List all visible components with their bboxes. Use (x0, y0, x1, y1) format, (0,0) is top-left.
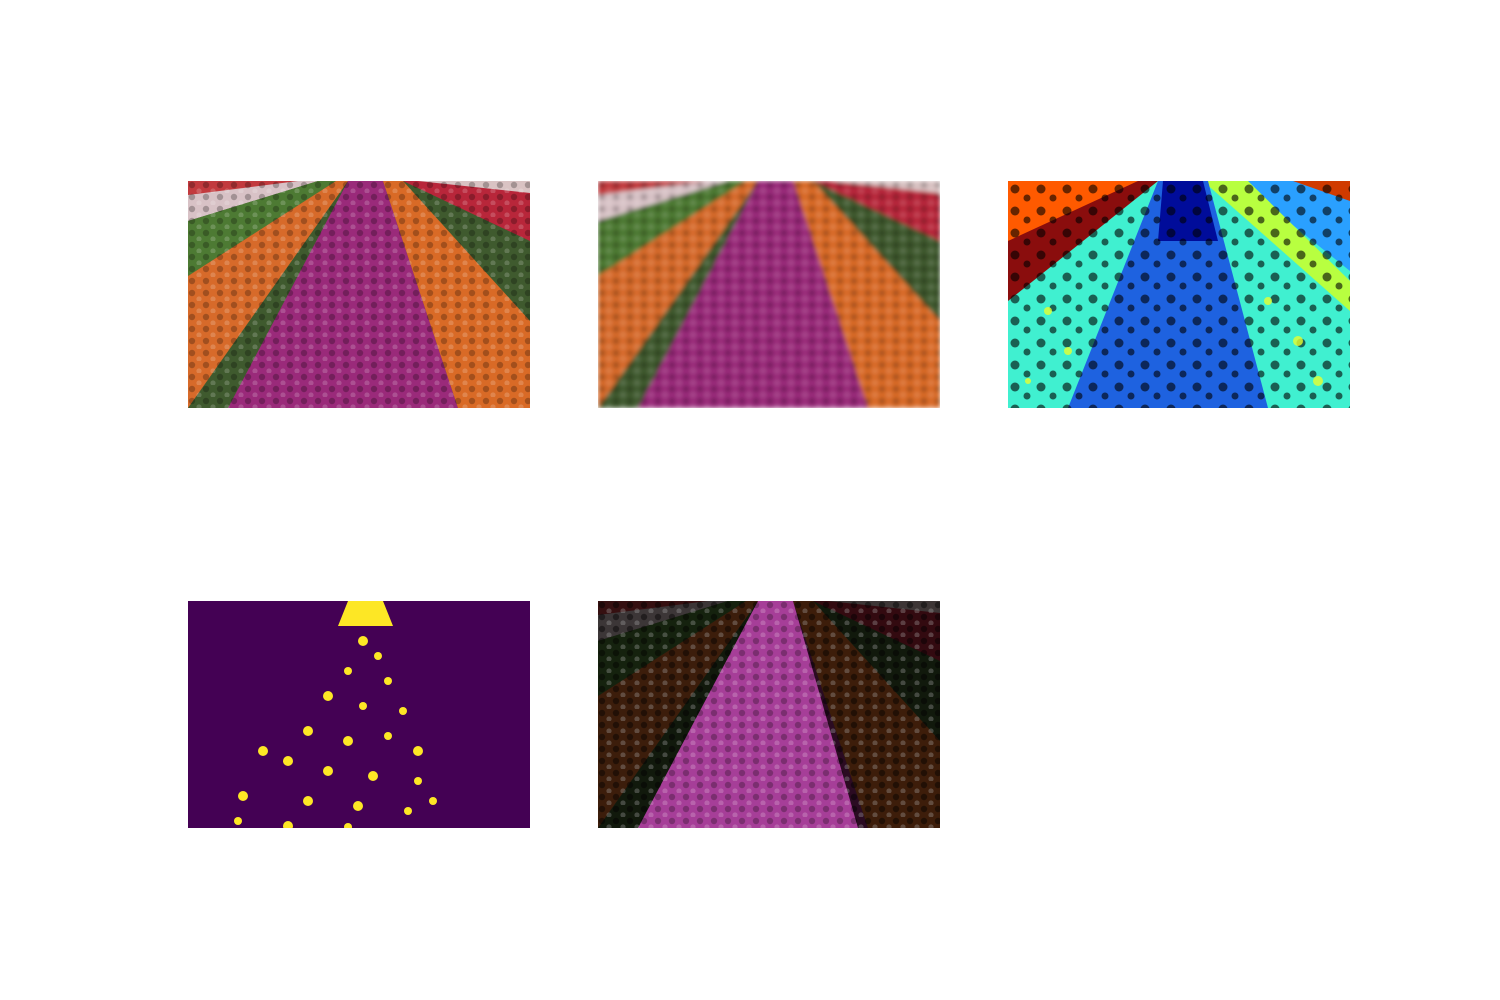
mask-image (188, 601, 530, 828)
masked-image (598, 601, 940, 828)
original-image (188, 181, 530, 408)
blurred-image (598, 181, 940, 408)
segmented-colormap-image (1008, 181, 1350, 408)
